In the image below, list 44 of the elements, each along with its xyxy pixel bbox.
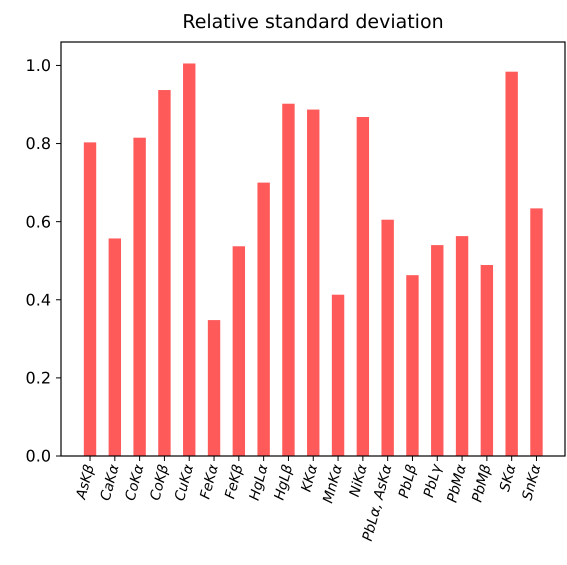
x-tick-label: CaKα (98, 462, 123, 503)
bar (208, 320, 220, 456)
chart-title: Relative standard deviation (182, 11, 444, 33)
y-tick-label: 0.4 (26, 290, 51, 310)
x-tick-label: PbLβ (396, 462, 420, 500)
x-tick-label: MnKα (320, 462, 346, 506)
x-tick-label: SKα (497, 462, 520, 494)
x-tick-label: PbMβ (469, 462, 495, 504)
x-tick-label: AsKβ (73, 462, 98, 502)
bar (282, 104, 295, 456)
bar (332, 294, 344, 456)
bar (257, 182, 270, 456)
bar (505, 72, 518, 456)
bar (307, 110, 320, 456)
bar (530, 208, 543, 456)
bar (480, 265, 494, 456)
bar (158, 90, 171, 456)
x-tick-label: PbMα (444, 462, 470, 504)
bar (456, 236, 468, 456)
x-tick-label: PbLγ (421, 462, 446, 500)
bar (108, 238, 122, 456)
x-tick-label: HgLβ (271, 462, 296, 502)
bar (406, 275, 419, 456)
x-tick-label: HgLα (246, 462, 272, 502)
x-tick-label: KKα (298, 462, 322, 494)
x-tick-label: SnKα (520, 462, 545, 502)
bar (84, 142, 96, 456)
y-tick-label: 0.2 (26, 368, 51, 388)
y-tick-label: 0.8 (26, 134, 51, 154)
x-tick-label: NiKα (346, 462, 371, 499)
y-tick-label: 0.6 (26, 212, 51, 232)
x-tick-label: FeKβ (222, 462, 247, 501)
x-tick-label: CoKα (122, 462, 148, 503)
bar (431, 245, 444, 456)
bar (232, 246, 246, 456)
x-tick-label: CuKα (172, 462, 198, 503)
bar (133, 138, 146, 456)
y-tick-label: 0.0 (26, 446, 51, 466)
y-tick-label: 1.0 (26, 56, 51, 76)
bar (356, 116, 370, 456)
bar (183, 63, 196, 456)
x-tick-label: FeKα (197, 462, 222, 501)
x-tick-label: CoKβ (147, 462, 172, 502)
bar (381, 220, 394, 456)
